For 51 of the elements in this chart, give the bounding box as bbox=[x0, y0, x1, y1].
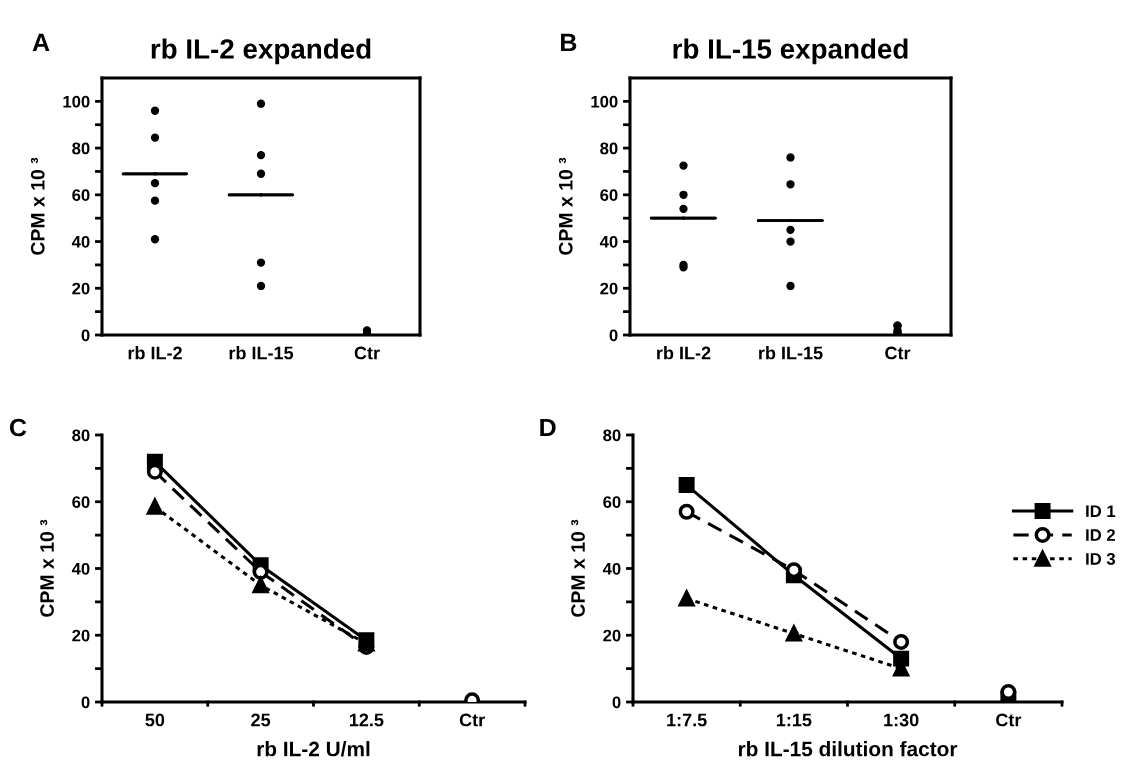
x-tick-label: Ctr bbox=[459, 713, 485, 727]
text: A bbox=[32, 33, 50, 52]
y-tick-label: 0 bbox=[609, 329, 618, 342]
y-tick-label: 80 bbox=[600, 142, 618, 155]
x-axis-title: rb IL-2 U/ml bbox=[257, 741, 370, 757]
y-tick-label: 80 bbox=[72, 142, 90, 155]
y-tick-label: 60 bbox=[72, 189, 90, 202]
y-tick-label: 20 bbox=[603, 629, 621, 642]
x-tick-label: 50 bbox=[145, 713, 165, 727]
y-tick-label: 80 bbox=[603, 429, 621, 442]
y-tick-label: 20 bbox=[600, 282, 618, 295]
text: D bbox=[540, 418, 556, 437]
x-tick-label: 1:15 bbox=[776, 713, 812, 727]
y-tick-label: 60 bbox=[72, 496, 90, 508]
x-tick-label: rb IL-15 bbox=[229, 346, 294, 360]
y-tick-label: 40 bbox=[71, 562, 90, 575]
legend-label: ID 2 bbox=[1086, 529, 1115, 541]
y-tick-label: 0 bbox=[612, 696, 621, 709]
x-tick-label: Ctr bbox=[885, 346, 911, 360]
legend-label: ID 3 bbox=[1086, 553, 1116, 565]
y-tick-label: 60 bbox=[603, 496, 621, 508]
x-tick-label: 25 bbox=[251, 713, 271, 727]
y-axis-title: CPM x 10 ³ bbox=[30, 157, 45, 255]
x-tick-label: Ctr bbox=[354, 346, 380, 360]
x-tick-label: rb IL-2 bbox=[128, 346, 182, 360]
y-tick-label: 100 bbox=[63, 95, 90, 108]
y-tick-label: 100 bbox=[591, 95, 618, 108]
chart-title: rb IL-2 expanded bbox=[151, 38, 371, 65]
text: C bbox=[9, 418, 27, 437]
y-tick-label: 40 bbox=[71, 235, 90, 248]
text: B bbox=[561, 33, 577, 52]
x-tick-label: 1:7.5 bbox=[667, 713, 707, 727]
y-tick-label: 0 bbox=[81, 329, 90, 342]
y-tick-label: 20 bbox=[72, 282, 90, 295]
x-tick-label: rb IL-2 bbox=[657, 346, 711, 360]
y-tick-label: 40 bbox=[599, 235, 618, 248]
y-axis-title: CPM x 10 ³ bbox=[558, 157, 573, 255]
y-tick-label: 0 bbox=[81, 696, 90, 709]
x-tick-label: rb IL-15 bbox=[759, 346, 823, 360]
y-tick-label: 60 bbox=[600, 189, 618, 202]
y-axis-title: CPM x 10 ³ bbox=[40, 519, 54, 617]
x-tick-label: 1:30 bbox=[884, 713, 919, 727]
y-tick-label: 20 bbox=[72, 629, 90, 642]
x-axis-title: rb IL-15 dilution factor bbox=[738, 741, 958, 757]
y-tick-label: 40 bbox=[602, 562, 621, 575]
y-tick-label: 80 bbox=[72, 429, 90, 442]
y-axis-title: CPM x 10 ³ bbox=[571, 519, 585, 617]
chart-title: rb IL-15 expanded bbox=[673, 38, 908, 65]
x-tick-label: Ctr bbox=[996, 713, 1022, 727]
legend-label: ID 1 bbox=[1086, 505, 1116, 517]
x-tick-label: 12.5 bbox=[349, 713, 384, 727]
